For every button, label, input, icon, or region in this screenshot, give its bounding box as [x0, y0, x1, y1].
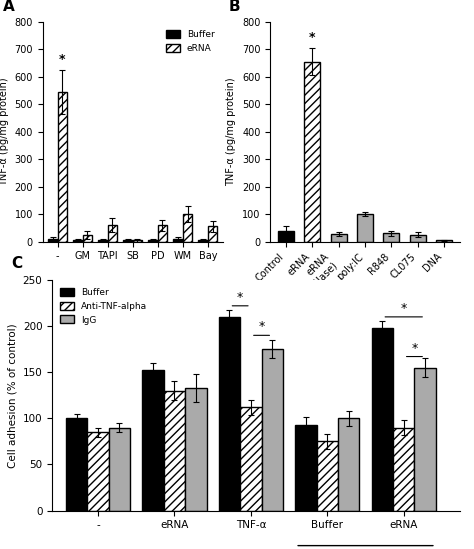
Bar — [208, 226, 217, 242]
Text: C: C — [11, 256, 22, 271]
Text: *: * — [59, 53, 66, 66]
Bar — [133, 240, 142, 242]
Bar — [278, 231, 294, 242]
Bar — [66, 418, 87, 511]
Bar — [262, 349, 283, 511]
Text: B: B — [228, 0, 240, 14]
Bar — [173, 239, 183, 242]
Bar — [436, 240, 452, 242]
Bar — [73, 240, 82, 242]
Bar — [331, 234, 346, 242]
Bar — [357, 214, 373, 242]
Bar — [383, 233, 399, 242]
Bar — [164, 391, 185, 511]
Text: *: * — [401, 302, 407, 315]
Bar — [183, 214, 192, 242]
Legend: Buffer, Anti-TNF-alpha, IgG: Buffer, Anti-TNF-alpha, IgG — [57, 284, 151, 328]
Bar — [304, 61, 320, 242]
Bar — [82, 234, 92, 242]
Legend: Buffer, eRNA: Buffer, eRNA — [163, 26, 218, 57]
Bar — [372, 328, 393, 511]
Bar — [87, 432, 109, 511]
Text: *: * — [309, 31, 316, 44]
Text: *: * — [411, 341, 418, 355]
Bar — [393, 428, 414, 511]
Text: A: A — [3, 0, 15, 14]
Bar — [98, 240, 108, 242]
Y-axis label: Cell adhesion (% of control): Cell adhesion (% of control) — [7, 323, 17, 468]
Y-axis label: TNF-α (pg/mg protein): TNF-α (pg/mg protein) — [0, 77, 9, 186]
Bar — [148, 240, 158, 242]
Bar — [198, 240, 208, 242]
Bar — [158, 225, 167, 242]
Bar — [240, 407, 262, 511]
Bar — [123, 240, 133, 242]
Bar — [58, 92, 67, 242]
Bar — [185, 388, 207, 511]
Bar — [108, 225, 117, 242]
Y-axis label: TNF-α (pg/mg protein): TNF-α (pg/mg protein) — [227, 77, 237, 186]
Bar — [295, 425, 317, 511]
Bar — [142, 371, 164, 511]
Text: *: * — [237, 291, 243, 304]
Bar — [219, 317, 240, 511]
Bar — [410, 234, 426, 242]
Bar — [338, 418, 359, 511]
Bar — [109, 428, 130, 511]
Bar — [414, 368, 436, 511]
Text: *: * — [258, 321, 264, 333]
Bar — [317, 441, 338, 511]
Bar — [48, 239, 58, 242]
